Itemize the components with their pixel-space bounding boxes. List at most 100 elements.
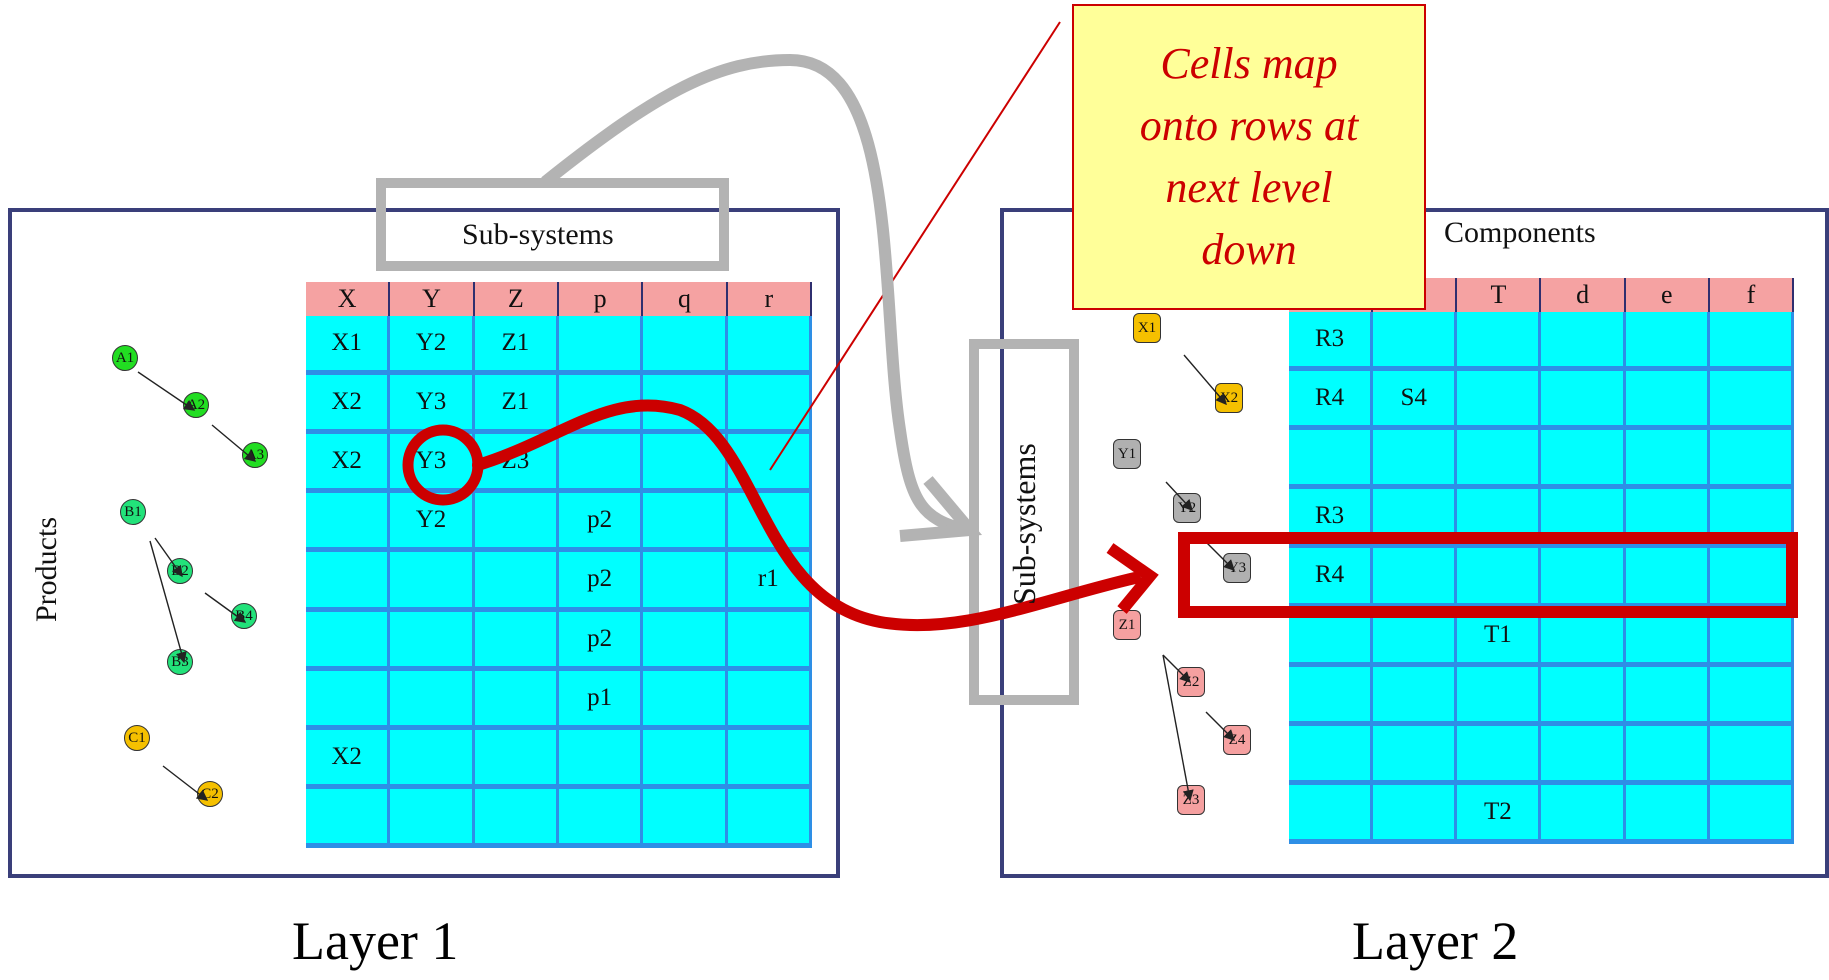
l1-cell: Y3 bbox=[390, 375, 475, 435]
l2-cell bbox=[1709, 371, 1794, 431]
l1-cell bbox=[727, 316, 812, 376]
l2-cell bbox=[1625, 548, 1710, 608]
l1-header-4: q bbox=[643, 282, 728, 316]
l1-cell bbox=[390, 729, 475, 789]
l2-cell: S4 bbox=[1373, 371, 1458, 431]
node-y1: Y1 bbox=[1113, 439, 1141, 469]
l2-cell bbox=[1373, 784, 1458, 844]
l2-cell: R3 bbox=[1289, 312, 1374, 372]
y3-highlight-circle bbox=[402, 424, 484, 506]
l1-cell bbox=[727, 375, 812, 435]
l1-cell bbox=[474, 611, 559, 671]
l1-cell bbox=[643, 493, 728, 553]
l1-cell bbox=[727, 611, 812, 671]
l1-cell bbox=[727, 788, 812, 848]
layer1-column-title: Sub-systems bbox=[462, 218, 614, 251]
l1-cell bbox=[643, 316, 728, 376]
l1-cell: Z1 bbox=[474, 375, 559, 435]
l2-cell bbox=[1625, 430, 1710, 490]
callout-line-1: Cells map bbox=[1160, 39, 1338, 88]
l1-cell bbox=[474, 493, 559, 553]
l2-cell bbox=[1625, 312, 1710, 372]
l2-cell bbox=[1625, 371, 1710, 431]
l2-cell: R4 bbox=[1289, 548, 1374, 608]
l1-cell bbox=[559, 788, 644, 848]
callout-line-2: onto rows at bbox=[1139, 101, 1359, 150]
l2-cell bbox=[1541, 725, 1626, 785]
l2-cell: T2 bbox=[1457, 784, 1542, 844]
callout-line-4: down bbox=[1201, 225, 1297, 274]
l1-cell: p2 bbox=[559, 493, 644, 553]
node-c1: C1 bbox=[124, 725, 150, 751]
l2-cell bbox=[1709, 784, 1794, 844]
l2-cell bbox=[1373, 430, 1458, 490]
callout-pointer-line bbox=[769, 21, 1061, 471]
l2-header-4: e bbox=[1625, 278, 1710, 312]
l1-cell bbox=[306, 552, 391, 612]
l2-cell bbox=[1541, 430, 1626, 490]
l1-cell bbox=[390, 552, 475, 612]
layer2-tree-edges bbox=[1162, 354, 1235, 802]
gray-curved-arrow bbox=[541, 53, 970, 536]
l1-cell: Z1 bbox=[474, 316, 559, 376]
l2-cell bbox=[1541, 666, 1626, 726]
l1-header-3: p bbox=[559, 282, 644, 316]
layer1-tree-edges bbox=[137, 371, 257, 801]
callout-box: Cells map onto rows at next level down bbox=[1072, 4, 1426, 310]
sub-systems-row-highlight-box bbox=[969, 339, 1079, 705]
l1-cell bbox=[474, 670, 559, 730]
l2-cell bbox=[1373, 725, 1458, 785]
l2-cell bbox=[1373, 312, 1458, 372]
l1-cell bbox=[306, 788, 391, 848]
l1-cell: X2 bbox=[306, 375, 391, 435]
l1-cell bbox=[474, 729, 559, 789]
l1-header-1: Y bbox=[390, 282, 475, 316]
r4-row-highlight-box bbox=[1178, 532, 1798, 618]
red-curved-arrow bbox=[472, 399, 1141, 632]
l1-cell bbox=[643, 670, 728, 730]
l1-cell bbox=[306, 611, 391, 671]
l2-header-3: d bbox=[1541, 278, 1626, 312]
l2-cell bbox=[1709, 666, 1794, 726]
sub-systems-highlight-box bbox=[376, 178, 729, 271]
node-a1: A1 bbox=[112, 345, 138, 371]
l1-cell bbox=[390, 788, 475, 848]
l1-cell bbox=[559, 316, 644, 376]
l2-cell bbox=[1457, 548, 1542, 608]
l2-cell bbox=[1457, 666, 1542, 726]
l1-cell bbox=[643, 434, 728, 494]
l2-cell bbox=[1709, 312, 1794, 372]
l2-cell bbox=[1457, 371, 1542, 431]
l2-cell bbox=[1625, 725, 1710, 785]
l1-cell: X1 bbox=[306, 316, 391, 376]
l1-cell bbox=[643, 611, 728, 671]
l2-cell bbox=[1541, 548, 1626, 608]
l2-cell bbox=[1289, 784, 1374, 844]
l2-cell bbox=[1373, 666, 1458, 726]
l1-cell: X2 bbox=[306, 434, 391, 494]
l2-cell bbox=[1373, 548, 1458, 608]
l1-cell bbox=[559, 729, 644, 789]
l2-cell bbox=[1541, 371, 1626, 431]
l2-cell bbox=[1457, 430, 1542, 490]
l2-header-5: f bbox=[1709, 278, 1794, 312]
l1-cell bbox=[306, 670, 391, 730]
l2-cell bbox=[1541, 312, 1626, 372]
l1-cell: p2 bbox=[559, 611, 644, 671]
l1-cell: Y2 bbox=[390, 316, 475, 376]
l2-cell bbox=[1289, 725, 1374, 785]
l1-cell bbox=[643, 552, 728, 612]
l1-cell bbox=[474, 552, 559, 612]
l1-header-2: Z bbox=[474, 282, 559, 316]
red-arrow-head bbox=[1106, 543, 1159, 614]
l1-cell bbox=[643, 729, 728, 789]
l1-cell bbox=[390, 611, 475, 671]
layer2-column-title: Components bbox=[1444, 216, 1596, 249]
l2-cell: R4 bbox=[1289, 371, 1374, 431]
layer2-row-title: Sub-systems bbox=[1006, 443, 1042, 605]
l1-cell bbox=[559, 434, 644, 494]
l2-cell bbox=[1625, 666, 1710, 726]
